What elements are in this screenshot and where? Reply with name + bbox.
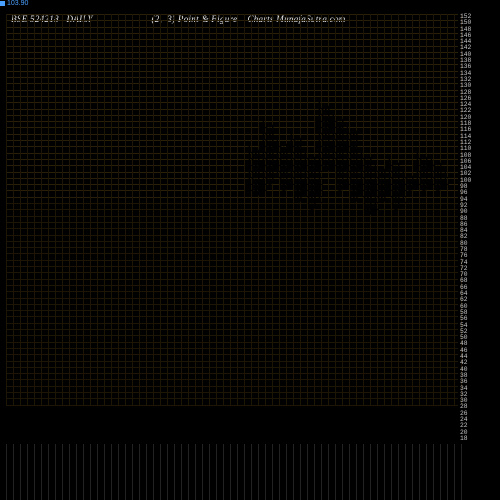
o-cell: 0 [307, 153, 314, 159]
o-cell: 0 [279, 140, 286, 146]
o-cell: 0 [419, 153, 426, 159]
o-cell: 0 [391, 159, 398, 165]
o-cell: 0 [433, 159, 440, 165]
x-cell: 1 [412, 146, 419, 152]
x-cell: 1 [342, 121, 349, 127]
x-cell: 1 [384, 153, 391, 159]
x-cell: 1 [328, 109, 335, 115]
x-cell: 1 [356, 146, 363, 152]
x-cell: 1 [258, 115, 265, 121]
x-cell: 1 [286, 127, 293, 133]
x-cell: 1 [272, 134, 279, 140]
y-axis: 1521501481461441421401381361341321301281… [460, 14, 490, 442]
o-cell: 0 [265, 121, 272, 127]
y-tick: 18 [460, 436, 490, 442]
x-cell: 1 [426, 153, 433, 159]
o-cell: 0 [321, 102, 328, 108]
o-cell: 0 [363, 153, 370, 159]
grid [6, 14, 458, 442]
x-cell: 1 [398, 165, 405, 171]
marker-value: 103.90 [7, 0, 28, 7]
x-cell: 1 [440, 165, 447, 171]
o-cell: 0 [377, 165, 384, 171]
x-cell: 1 [370, 159, 377, 165]
bottom-stripes [6, 444, 458, 500]
o-cell: 0 [293, 134, 300, 140]
x-cell: 1 [314, 96, 321, 102]
o-cell: 0 [349, 127, 356, 133]
o-cell: 0 [335, 115, 342, 121]
o-cell: 0 [251, 146, 258, 152]
x-cell: 1 [244, 140, 251, 146]
marker-square-icon [0, 1, 5, 6]
x-cell: 1 [300, 146, 307, 152]
o-cell: 0 [405, 172, 412, 178]
price-marker: 103.90 [0, 0, 28, 7]
